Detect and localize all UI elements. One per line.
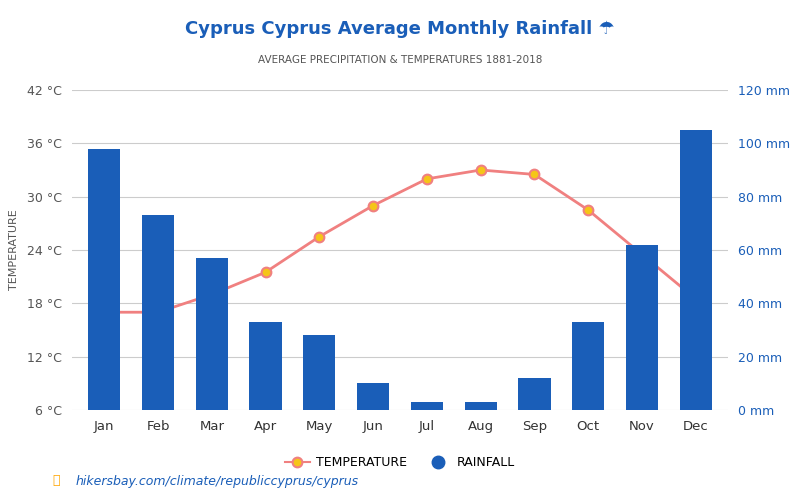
Text: 📍: 📍 <box>52 474 59 488</box>
Text: hikersbay.com/climate/republiccyprus/cyprus: hikersbay.com/climate/republiccyprus/cyp… <box>76 474 359 488</box>
Bar <box>410 402 443 410</box>
Bar <box>142 216 174 410</box>
Bar <box>88 148 120 410</box>
Bar <box>680 130 712 410</box>
Bar <box>196 258 228 410</box>
Text: Cyprus Cyprus Average Monthly Rainfall ☂: Cyprus Cyprus Average Monthly Rainfall ☂ <box>185 20 615 38</box>
Bar <box>357 384 390 410</box>
Text: AVERAGE PRECIPITATION & TEMPERATURES 1881-2018: AVERAGE PRECIPITATION & TEMPERATURES 188… <box>258 55 542 65</box>
Bar <box>572 322 604 410</box>
Bar <box>465 402 497 410</box>
Bar <box>518 378 550 410</box>
Legend: TEMPERATURE, RAINFALL: TEMPERATURE, RAINFALL <box>280 451 520 474</box>
Bar <box>250 322 282 410</box>
Bar <box>626 244 658 410</box>
Bar <box>303 336 335 410</box>
Y-axis label: TEMPERATURE: TEMPERATURE <box>9 210 19 290</box>
